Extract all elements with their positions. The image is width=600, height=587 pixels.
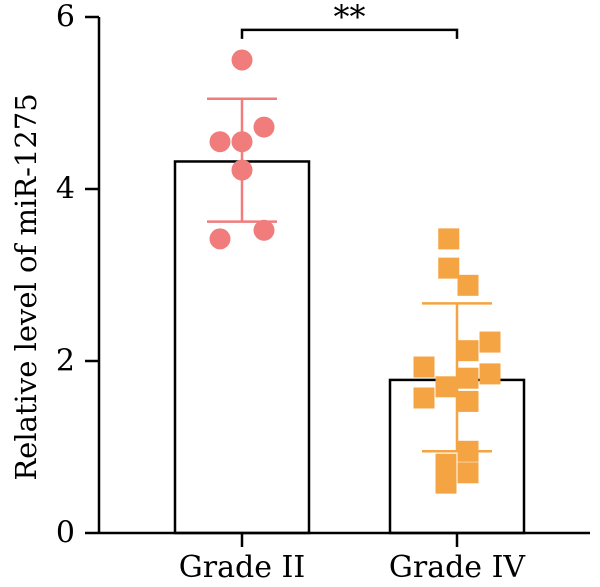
data-point (231, 131, 253, 153)
data-point (253, 219, 275, 241)
x-tick-label: Grade II (179, 550, 305, 585)
data-point (435, 472, 457, 494)
data-point (457, 440, 479, 462)
data-point (231, 49, 253, 71)
y-axis-title: Relative level of miR-1275 (9, 93, 43, 480)
data-point (209, 131, 231, 153)
data-point (457, 462, 479, 484)
data-point (413, 387, 435, 409)
data-point (209, 228, 231, 250)
y-axis: 0 2 4 6 (56, 0, 101, 551)
y-tick-label: 0 (56, 516, 75, 551)
data-point (253, 116, 275, 138)
x-axis: Grade II Grade IV (99, 531, 590, 585)
x-tick-label: Grade IV (389, 550, 527, 585)
data-point (457, 367, 479, 389)
data-point (457, 274, 479, 296)
data-point (435, 376, 457, 398)
data-point (413, 356, 435, 378)
data-point (438, 257, 460, 279)
data-point (479, 363, 501, 385)
data-point (438, 228, 460, 250)
data-point (457, 340, 479, 362)
y-tick-label: 2 (56, 344, 75, 379)
data-point (435, 453, 457, 475)
data-point (457, 390, 479, 412)
y-tick-label: 4 (56, 172, 75, 207)
significance-line (240, 28, 459, 39)
significance-bracket: ** (240, 0, 459, 39)
significance-label: ** (334, 0, 366, 36)
data-points (209, 49, 501, 494)
y-tick-label: 6 (56, 0, 75, 35)
data-point (479, 331, 501, 353)
data-point (231, 159, 253, 181)
